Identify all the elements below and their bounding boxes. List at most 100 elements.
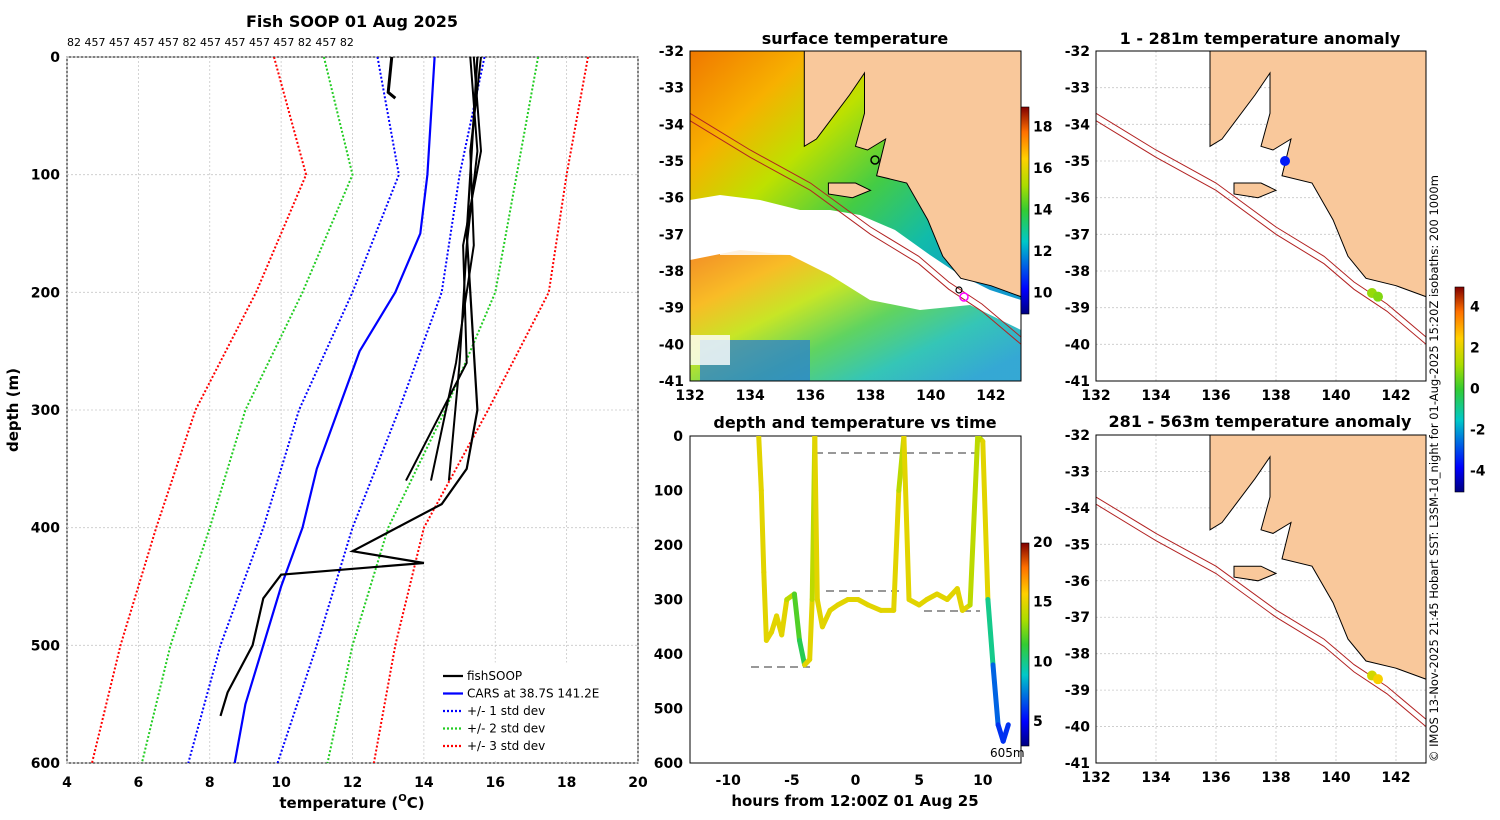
map-xtick-label: 138 bbox=[1261, 388, 1290, 404]
dt-track-segment bbox=[812, 436, 820, 602]
map-ytick-label: -34 bbox=[1065, 117, 1091, 133]
sst-ticks: 132 134 136 138 140 142 -32 -33 -34 -35 -36 -37 -38 -… bbox=[659, 44, 1006, 404]
sst-cloud-3 bbox=[690, 335, 730, 365]
map-xtick-label: 132 bbox=[1081, 388, 1110, 404]
map-ytick-label: -35 bbox=[659, 154, 684, 170]
map-ytick-label: -39 bbox=[1065, 683, 1090, 699]
dt-cb-label: 20 bbox=[1033, 535, 1053, 551]
sst-cb-label: 14 bbox=[1033, 203, 1053, 219]
dt-track-segment bbox=[814, 597, 825, 630]
dt-track-segment bbox=[967, 436, 981, 608]
anom1-points bbox=[1280, 156, 1383, 302]
profile-xtick-label: 18 bbox=[557, 775, 576, 791]
profile-line-fishsoop-shallow bbox=[386, 57, 397, 100]
map-ytick-label: -33 bbox=[1065, 81, 1090, 97]
map-xtick-label: 134 bbox=[736, 388, 765, 404]
dt-track-segment bbox=[756, 436, 764, 493]
dt-ytick-label: 500 bbox=[654, 702, 683, 718]
map-ytick-label: -35 bbox=[1065, 154, 1090, 170]
anom1-isobath bbox=[1096, 112, 1426, 345]
profile-xtick-label: 4 bbox=[62, 775, 72, 791]
profile-xtick-label: 6 bbox=[134, 775, 144, 791]
map-ytick-label: -36 bbox=[1065, 191, 1090, 207]
dt-track-segment bbox=[980, 438, 991, 602]
map-xtick-label: 132 bbox=[675, 388, 704, 404]
anom1-ticks: 132 134 136 138 140 142 -32 -33 -34 -35 -36 -37 -38 -… bbox=[1065, 44, 1411, 404]
map-xtick-label: 132 bbox=[1081, 770, 1110, 786]
profile-xtick-label: 8 bbox=[205, 775, 215, 791]
anomaly-colorbar-ticks: -4 -2 0 2 4 bbox=[1470, 300, 1486, 480]
anom2-axes bbox=[1095, 434, 1427, 764]
profile-xtick-label: 10 bbox=[271, 775, 291, 791]
anom2-points bbox=[1367, 670, 1383, 685]
anom1-axes bbox=[1095, 50, 1427, 382]
sst-cb-label: 10 bbox=[1033, 285, 1053, 301]
map-ytick-label: -40 bbox=[1065, 720, 1091, 736]
dt-cb-label: 15 bbox=[1033, 595, 1052, 611]
legend-label: fishSOOP bbox=[467, 669, 522, 683]
map-xtick-label: 134 bbox=[1141, 770, 1170, 786]
dt-xtick-label: 5 bbox=[914, 773, 924, 789]
map-ytick-label: -41 bbox=[1065, 374, 1090, 390]
dt-track-segment bbox=[819, 607, 833, 630]
sst-cloud-1 bbox=[720, 215, 800, 255]
dt-ytick-label: 400 bbox=[654, 647, 683, 663]
dt-ytick-label: 100 bbox=[654, 484, 683, 500]
credit-text: © IMOS 13-Nov-2025 21:45 Hobart SST: L3S… bbox=[1427, 175, 1441, 762]
profile-ytick-label: 600 bbox=[31, 756, 60, 772]
sst-isobath bbox=[690, 112, 1021, 345]
dt-ytick-label: 200 bbox=[654, 538, 683, 554]
map-ytick-label: -35 bbox=[1065, 537, 1090, 553]
profile-ytick-label: 300 bbox=[31, 403, 60, 419]
dt-track-segment bbox=[990, 662, 1001, 728]
dt-ytick-label: 0 bbox=[673, 429, 683, 445]
map-xtick-label: 138 bbox=[1261, 770, 1290, 786]
map-ytick-label: -37 bbox=[659, 227, 684, 243]
dt-xlabel: hours from 12:00Z 01 Aug 25 bbox=[731, 792, 978, 810]
anom2-title: 281 - 563m temperature anomaly bbox=[1109, 412, 1412, 431]
map-ytick-label: -34 bbox=[659, 117, 685, 133]
anomaly-map-2-panel: 281 - 563m temperature anomaly 132 134 136… bbox=[1065, 286, 1486, 786]
profile-ytick-label: 400 bbox=[31, 521, 60, 537]
dt-colorbar bbox=[1020, 542, 1030, 747]
map-ytick-label: -32 bbox=[1065, 44, 1090, 60]
sst-marker-vessel bbox=[959, 292, 969, 302]
profile-xlabel-sup: O bbox=[398, 793, 407, 804]
sst-marker-gulf bbox=[870, 155, 880, 165]
profile-line-cars-at-38-7s-141-2e bbox=[233, 57, 436, 763]
map-ytick-label: -33 bbox=[659, 81, 684, 97]
map-xtick-label: 142 bbox=[976, 388, 1005, 404]
anomaly-colorbar bbox=[1454, 286, 1465, 493]
profile-y-ticks: 0 100 200 300 400 500 600 bbox=[31, 50, 60, 772]
anom2-land bbox=[1209, 435, 1426, 680]
legend-label: +/- 1 std dev bbox=[467, 704, 545, 718]
sst-cb-label: 18 bbox=[1033, 120, 1052, 136]
profile-legend: fishSOOP CARS at 38.7S 141.2E +/- 1 std de… bbox=[437, 662, 635, 760]
profile-ytick-label: 100 bbox=[31, 168, 60, 184]
profile-ytick-label: 200 bbox=[31, 285, 60, 301]
profile-ytick-label: 500 bbox=[31, 638, 60, 654]
dt-xtick-label: -5 bbox=[784, 773, 800, 789]
sst-marker-start bbox=[955, 286, 963, 294]
sst-map-content bbox=[690, 51, 1021, 381]
dt-track-segment bbox=[779, 597, 790, 638]
depth-time-panel: depth and temperature vs time -10 -5 0 5 100… bbox=[654, 413, 1053, 810]
anom1-point bbox=[1280, 156, 1290, 166]
sst-colorbar-ticks: 10 12 14 16 18 bbox=[1033, 120, 1053, 302]
profile-line-fishsoop-cast bbox=[447, 57, 479, 481]
sst-cb-label: 16 bbox=[1033, 161, 1052, 177]
map-ytick-label: -38 bbox=[659, 264, 684, 280]
dt-ytick-label: 600 bbox=[654, 756, 683, 772]
map-ytick-label: -37 bbox=[1065, 610, 1090, 626]
dt-track-segment bbox=[891, 488, 902, 613]
legend-label: CARS at 38.7S 141.2E bbox=[467, 687, 599, 701]
dt-cb-label: 5 bbox=[1033, 714, 1043, 730]
legend-label: +/- 2 std dev bbox=[467, 722, 545, 736]
dt-track-segment bbox=[954, 586, 965, 613]
sst-land bbox=[803, 51, 1021, 298]
sst-colorbar bbox=[1020, 106, 1030, 315]
profile-xlabel-end: C) bbox=[407, 794, 425, 812]
profile-line--2-std-dev bbox=[326, 57, 540, 763]
profile-title: Fish SOOP 01 Aug 2025 bbox=[246, 12, 458, 31]
